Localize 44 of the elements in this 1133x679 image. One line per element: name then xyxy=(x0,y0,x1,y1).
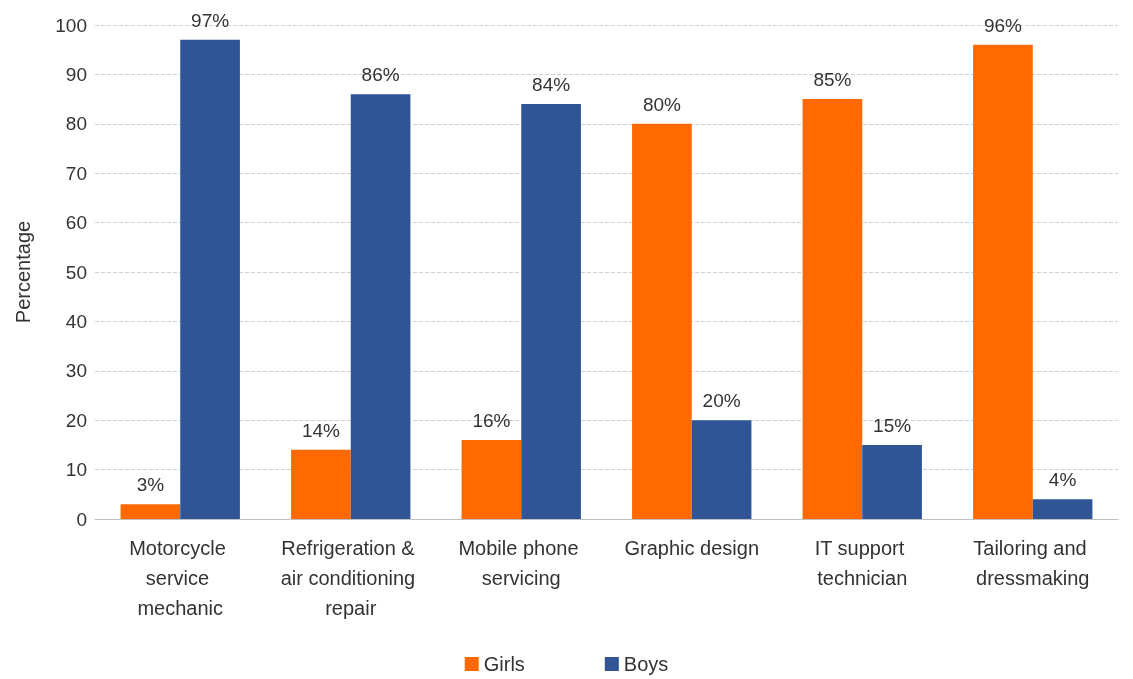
bar xyxy=(691,420,752,519)
data-label: 4% xyxy=(1048,469,1077,491)
y-tick-label: 20 xyxy=(65,409,87,431)
bar xyxy=(973,44,1033,519)
legend-label: Girls xyxy=(483,653,525,675)
y-tick-label: 30 xyxy=(65,360,87,382)
y-tick-label: 0 xyxy=(76,508,87,530)
bar xyxy=(521,104,581,519)
data-label: 14% xyxy=(301,419,341,441)
bar xyxy=(120,504,181,519)
y-tick-label: 90 xyxy=(65,63,87,85)
y-tick-label: 100 xyxy=(55,14,87,36)
data-label: 85% xyxy=(813,69,852,91)
x-tick-label: Mobile phone servicing xyxy=(458,537,585,589)
x-tick-label: Graphic design xyxy=(624,537,760,559)
y-tick-label: 80 xyxy=(65,113,87,135)
bar xyxy=(632,123,692,519)
data-label: 20% xyxy=(702,390,741,412)
data-label: 97% xyxy=(191,9,230,31)
bar xyxy=(180,39,240,519)
bar xyxy=(291,449,351,519)
y-axis-title: Percentage xyxy=(12,220,34,324)
bar xyxy=(461,439,522,519)
bar xyxy=(802,99,863,519)
y-tick-label: 10 xyxy=(65,459,87,481)
data-label: 3% xyxy=(136,474,165,496)
bar xyxy=(862,444,922,519)
data-label: 86% xyxy=(361,64,400,86)
data-label: 96% xyxy=(983,14,1023,36)
data-label: 15% xyxy=(873,414,912,436)
bar xyxy=(1032,499,1093,519)
y-tick-label: 40 xyxy=(65,310,87,332)
x-tick-label: Tailoring and dressmaking xyxy=(973,537,1093,589)
y-tick-label: 50 xyxy=(65,261,87,283)
x-tick-label: Refrigeration & air conditioning repair xyxy=(280,537,421,619)
data-label: 16% xyxy=(472,409,511,431)
bar xyxy=(350,94,411,519)
y-tick-label: 60 xyxy=(65,212,87,234)
legend-label: Boys xyxy=(623,653,669,675)
x-tick-label: Motorcycle service mechanic xyxy=(129,537,232,619)
y-tick-label: 70 xyxy=(65,162,87,184)
data-label: 80% xyxy=(642,93,682,115)
data-label: 84% xyxy=(532,74,571,96)
x-tick-label: IT support technician xyxy=(814,537,910,589)
